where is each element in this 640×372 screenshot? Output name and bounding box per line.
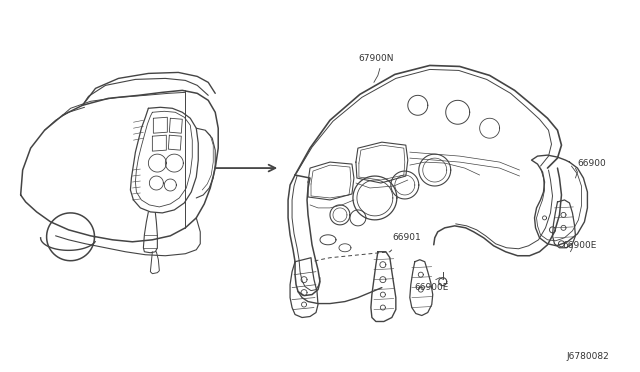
Text: 67900N: 67900N bbox=[358, 54, 394, 64]
Text: 66900: 66900 bbox=[577, 159, 606, 168]
Text: 66900E: 66900E bbox=[563, 241, 597, 250]
Text: 66901: 66901 bbox=[393, 233, 422, 242]
Text: J6780082: J6780082 bbox=[566, 352, 609, 361]
Text: 66900E: 66900E bbox=[415, 283, 449, 292]
